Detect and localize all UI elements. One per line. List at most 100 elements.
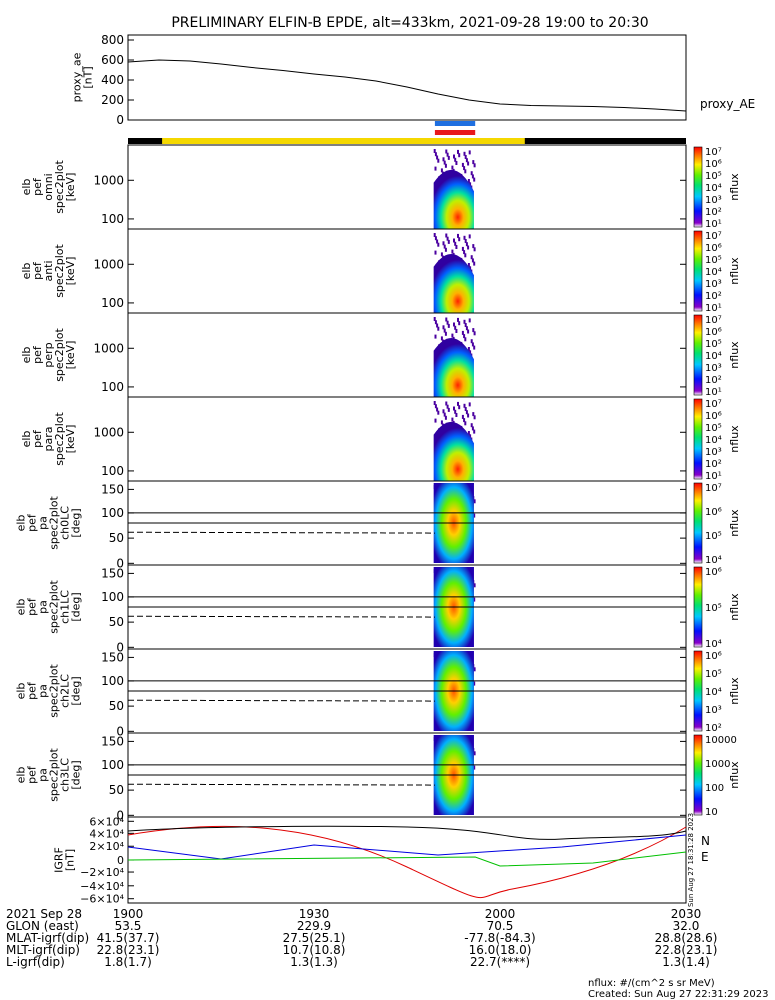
spec-panel-1-speckle (472, 244, 475, 249)
spec-panel-0-cbar-label: nflux (728, 173, 741, 201)
spec-panel-3-speckle (473, 429, 476, 434)
row-label: L-igrf(dip) (6, 955, 65, 969)
pa-panel-0-colorbar (693, 482, 703, 564)
pa-panel-2-cbar-label-group: nflux (728, 677, 741, 705)
spec-panel-2-speckle (453, 322, 455, 327)
igrf-tick-label: 6×10⁴ (89, 815, 124, 828)
pa-panel-2-tick-label: 150 (101, 650, 124, 664)
igrf-tick-label: −6×10⁴ (80, 893, 124, 906)
pa-panel-1-cbar-label: nflux (728, 593, 741, 621)
pa-panel-3-ylabel-line: ch3LC (59, 758, 72, 792)
spec-panel-3-speckle (467, 413, 470, 418)
pa-panel-3-cbar-tick: 10000 (705, 735, 737, 746)
pa-panel-2-tick-label: 100 (101, 674, 124, 688)
spec-panel-0-cbar-tick: 10¹ (705, 219, 722, 230)
row-value: -77.8(-84.3) (464, 931, 535, 945)
spec-panel-3-speckle (443, 412, 446, 417)
spec-panel-0-speckle (458, 153, 461, 158)
pa-panel-1-cbar-tick: 10⁴ (705, 639, 722, 650)
spec-panel-0-cbar-tick: 10⁷ (705, 147, 722, 158)
spec-panel-0-speckle (434, 152, 437, 157)
footer-units: nflux: #/(cm^2 s sr MeV) (588, 978, 715, 989)
spec-panel-2-speckle (471, 342, 474, 347)
spec-panel-0-speckle (463, 166, 466, 171)
pa-panel-3-cbar-tick: 10 (705, 807, 718, 818)
spec-panel-1-speckle (433, 233, 436, 237)
proxy-ae-tick-label: 400 (101, 73, 124, 87)
spec-panel-0-tick-label: 100 (101, 212, 124, 226)
pa-panel-3-speckle (473, 765, 476, 770)
spec-panel-2-speckle (472, 328, 475, 333)
pa-panel-2-cbar-tick: 10⁴ (705, 687, 722, 698)
igrf-blue-trace (127, 834, 687, 860)
row-value: 27.5(25.1) (283, 931, 346, 945)
proxy-ae-tick-label: 600 (101, 53, 124, 67)
spec-panel-3-speckle (471, 426, 474, 431)
spec-panel-2-speckle (446, 320, 449, 325)
pa-panel-0-ylabel-line: [deg] (70, 508, 83, 537)
spec-panel-3-speckle (454, 409, 457, 414)
pa-panel-1-dashed-line (127, 615, 435, 618)
pa-panel-2-cbar-tick: 10⁵ (705, 669, 722, 680)
spec-panel-3-tick-label: 1000 (93, 425, 124, 439)
spec-panel-1-speckle (467, 245, 470, 250)
footer-created: Created: Sun Aug 27 22:31:29 2023 (588, 989, 768, 1000)
spec-panel-3-speckle (445, 401, 448, 406)
spec-panel-3-speckle (464, 421, 467, 426)
spec-panel-1-speckle (469, 266, 472, 271)
spec-panel-1-cbar-label: nflux (728, 257, 741, 285)
igrf-black-trace (127, 825, 687, 840)
igrf-ylabel-line: [nT] (64, 849, 77, 871)
spec-panel-3-speckle (468, 402, 471, 407)
pa-panel-0-ylabel-line: pa (37, 516, 50, 530)
spec-panel-0-speckle (465, 158, 468, 163)
spec-panel-2-ylabel-line: [keV] (64, 341, 77, 370)
spec-panel-2-speckle (436, 323, 439, 328)
spec-panel-1-speckle (464, 239, 467, 243)
spec-panel-3-speckle (465, 410, 468, 415)
spec-panel-0-speckle (433, 149, 436, 153)
igrf-legend-E: E (701, 850, 709, 864)
proxy-ae-tick-label: 800 (101, 33, 124, 47)
pa-panel-2-speckle (473, 681, 476, 686)
spec-panel-1-speckle (454, 241, 457, 246)
row-label: MLT-igrf(dip) (6, 943, 80, 957)
spec-panel-2-cbar-tick: 10⁴ (705, 351, 722, 362)
pa-panel-2-dashed-line (127, 699, 435, 702)
pa-panel-2-ylabel-line: [deg] (70, 676, 83, 705)
pa-panel-1-speckle (473, 583, 476, 588)
proxy-ae-legend: proxy_AE (700, 97, 755, 111)
spec-panel-0-speckle (471, 174, 474, 179)
spec-panel-2-speckle (454, 325, 457, 330)
spec-panel-1-speckle (447, 239, 450, 244)
pa-panel-3-tick-label: 150 (101, 734, 124, 748)
spec-panel-1-tick-label: 1000 (93, 257, 124, 271)
spec-panel-1-speckle (434, 236, 437, 241)
spec-panel-3-speckle (455, 413, 458, 417)
pa-panel-3-dashed-line (127, 783, 435, 786)
proxy-ae-ylabel: proxy_ae[nT] (71, 52, 95, 102)
spec-panel-0-cbar-tick: 10³ (705, 195, 722, 206)
spec-panel-2-speckle (457, 317, 459, 322)
spec-panel-3-flux (433, 421, 474, 481)
spec-panel-0-speckle (451, 165, 454, 170)
spec-panel-0-ylabel-line: [keV] (64, 173, 77, 202)
pa-panel-2-cbar-tick: 10² (705, 723, 722, 734)
row-value: 41.5(37.7) (97, 931, 160, 945)
spec-panel-2-cbar-tick: 10⁵ (705, 339, 722, 350)
spec-panel-0-speckle (446, 152, 449, 157)
spec-panel-1-speckle (434, 250, 437, 255)
spec-panel-3-speckle (437, 410, 440, 415)
spec-panel-2-speckle (463, 319, 466, 324)
spec-panel-2-tick-label: 100 (101, 380, 124, 394)
pa-panel-1-tick-label: 0 (116, 640, 124, 654)
pa-panel-0-tick-label: 100 (101, 506, 124, 520)
spec-panel-0-speckle (437, 158, 440, 163)
spec-panel-1-cbar-tick: 10⁴ (705, 267, 722, 278)
spec-panel-1-flux (433, 253, 474, 313)
spec-panel-3-cbar-tick: 10⁴ (705, 435, 722, 446)
spec-panel-0-cbar-tick: 10⁶ (705, 159, 722, 170)
